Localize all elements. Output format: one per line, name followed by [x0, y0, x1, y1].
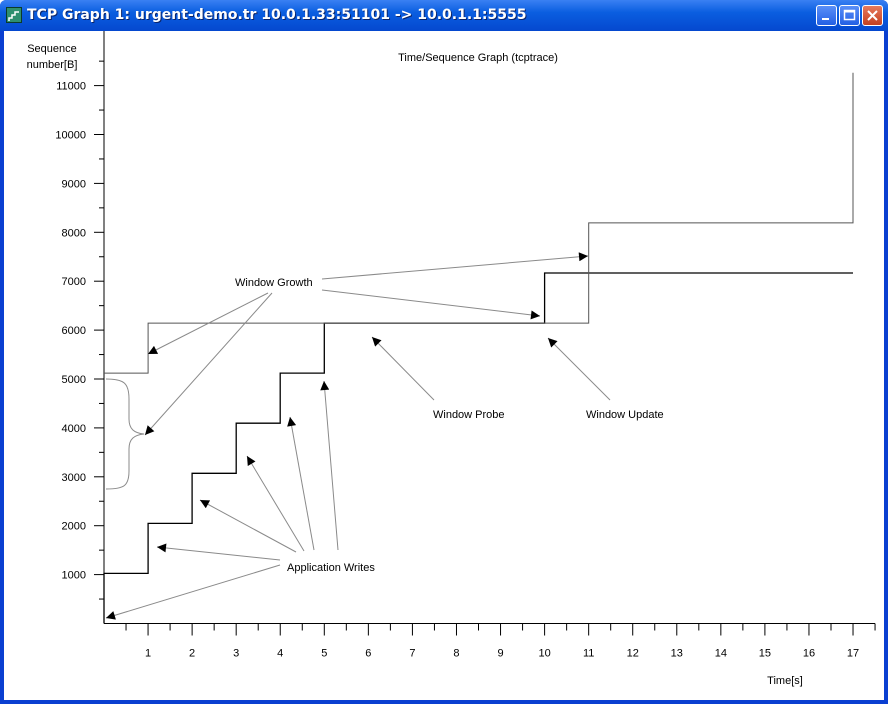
window-growth-arrow-4 — [321, 289, 541, 320]
x-tick-label: 7 — [409, 648, 415, 660]
x-tick-label: 11 — [583, 648, 594, 660]
x-tick-label: 16 — [803, 648, 815, 660]
window-growth-arrow-2 — [144, 292, 273, 436]
app-writes-arrow-2 — [156, 543, 281, 561]
window-growth-label: Window Growth — [235, 277, 313, 289]
y-tick-label: 11000 — [56, 81, 86, 93]
x-tick-label: 1 — [145, 648, 151, 660]
window-growth-arrow-1 — [147, 292, 269, 355]
window-growth-arrow-3 — [321, 252, 589, 280]
x-tick-label: 17 — [847, 648, 859, 660]
app-writes-arrow-5 — [287, 416, 315, 551]
application-writes-label: Application Writes — [287, 562, 375, 574]
app-writes-arrow-3 — [199, 499, 297, 553]
x-tick-label: 5 — [321, 648, 327, 660]
y-tick-label: 6000 — [62, 325, 86, 337]
y-tick-label: 4000 — [62, 423, 86, 435]
y-tick-label: 10000 — [55, 130, 86, 142]
data-sent-line — [103, 272, 853, 624]
window-probe-label: Window Probe — [433, 409, 505, 421]
tcp-sequence-chart[interactable]: 1000 2000 3000 4000 5000 6000 7000 8000 9000 1000… — [4, 24, 884, 700]
graph-title: Time/Sequence Graph (tcptrace) — [398, 52, 558, 64]
y-axis-label-line1: Sequence — [27, 43, 77, 55]
app-icon — [6, 7, 22, 23]
x-tick-label: 13 — [671, 648, 683, 660]
x-tick-label: 10 — [538, 648, 550, 660]
app-writes-arrow-6 — [320, 380, 339, 551]
x-tick-label: 9 — [497, 648, 503, 660]
window-brace — [105, 378, 145, 490]
x-axis-label: Time[s] — [767, 675, 803, 687]
window-probe-arrow — [371, 336, 435, 401]
y-tick-label: 5000 — [62, 374, 86, 386]
maximize-icon — [843, 9, 856, 21]
x-tick-label: 15 — [759, 648, 771, 660]
receive-window-line — [104, 72, 854, 374]
y-tick-label: 3000 — [62, 472, 86, 484]
graph-area: 1000 2000 3000 4000 5000 6000 7000 8000 9000 1000… — [4, 24, 884, 700]
x-tick-label: 6 — [365, 648, 371, 660]
minimize-icon — [822, 18, 829, 20]
app-writes-arrow-4 — [246, 455, 305, 552]
y-tick-label: 2000 — [62, 521, 86, 533]
x-tick-label: 2 — [189, 648, 195, 660]
x-tick-label: 12 — [627, 648, 639, 660]
app-writes-arrow-1 — [105, 564, 281, 620]
window-update-label: Window Update — [586, 409, 664, 421]
y-tick-label: 7000 — [62, 276, 86, 288]
y-tick-label: 8000 — [62, 227, 86, 239]
x-tick-label: 4 — [277, 648, 283, 660]
x-tick-label: 3 — [233, 648, 239, 660]
window-update-arrow — [547, 337, 611, 401]
window-title: TCP Graph 1: urgent-demo.tr 10.0.1.33:51… — [27, 7, 527, 23]
y-tick-label: 9000 — [62, 178, 86, 190]
x-tick-label: 8 — [453, 648, 459, 660]
x-tick-label: 14 — [715, 648, 727, 660]
minimize-button[interactable] — [816, 5, 837, 26]
close-button[interactable] — [862, 5, 883, 26]
y-axis-label-line2: number[B] — [27, 59, 78, 71]
title-bar[interactable]: TCP Graph 1: urgent-demo.tr 10.0.1.33:51… — [0, 0, 888, 31]
close-icon — [867, 10, 878, 21]
y-tick-label: 1000 — [62, 570, 86, 582]
maximize-button[interactable] — [839, 5, 860, 26]
